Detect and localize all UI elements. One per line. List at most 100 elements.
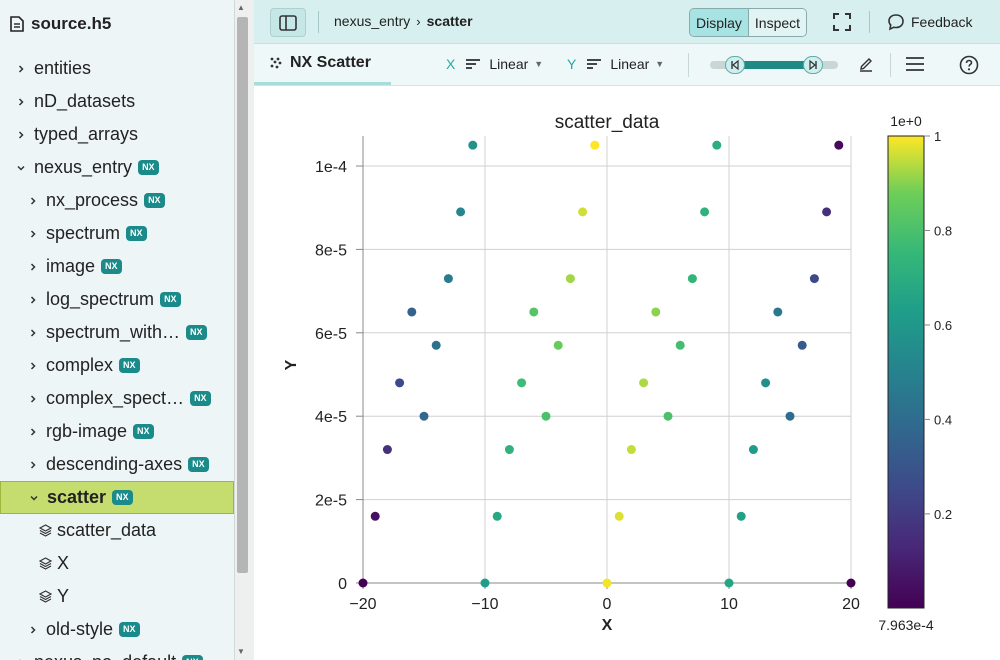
axes: −20 −10 0 10 20 0 2e-5 4e-5 6e-5 8e-5 1e-4 [315,136,860,613]
divider [890,53,891,77]
sidebar-item-complex-spect[interactable]: complex_spect… NX [0,382,234,415]
top-bar: nexus_entry › scatter Display Inspect Fe… [254,0,1000,44]
sidebar-item-log-spectrum[interactable]: log_spectrum NX [0,283,234,316]
scroll-down-icon[interactable]: ▼ [237,647,245,656]
slider-max-handle[interactable] [803,56,823,74]
sidebar-item-nd-datasets[interactable]: nD_datasets [0,85,234,118]
nx-badge: NX [186,325,207,340]
tab-label: NX Scatter [290,54,371,71]
toggle-sidebar-button[interactable] [270,8,306,37]
sort-lines-icon [587,59,602,69]
chart-area[interactable]: −20 −10 0 10 20 0 2e-5 4e-5 6e-5 8e-5 1e-4 scatter… [254,86,1000,660]
edit-button[interactable] [858,56,874,77]
nx-badge: NX [138,160,159,175]
file-title[interactable]: source.h5 [10,14,111,34]
scatter-point [761,378,771,388]
sidebar-item-nexus-no-default[interactable]: nexus_no_default NX [0,646,234,660]
x-tick-label: 0 [603,596,612,613]
skip-forward-icon [809,60,817,70]
colorbar-gradient [887,135,925,609]
sidebar-scrollbar[interactable]: ▲ ▼ [234,0,254,660]
scatter-point [736,511,746,521]
help-icon [959,55,979,75]
x-tick-label: 20 [842,596,860,613]
scatter-points [358,140,856,588]
mode-toggle: Display Inspect [689,8,808,37]
sidebar-item-nexus-entry[interactable]: nexus_entry NX [0,151,234,184]
pencil-icon [860,58,872,72]
sort-lines-icon [466,59,481,69]
scrollbar-thumb[interactable] [237,17,248,573]
scatter-point [541,411,551,421]
y-tick-label: 2e-5 [315,493,347,510]
scatter-point [663,411,673,421]
sidebar-item-scatter[interactable]: scatter NX [0,481,234,514]
domain-range-slider[interactable] [710,56,838,74]
y-tick-label: 8e-5 [315,242,347,259]
breadcrumb-item[interactable]: nexus_entry [334,13,411,29]
dataset-layers-icon [38,524,52,537]
scatter-point [626,445,636,455]
sidebar-item-complex[interactable]: complex NX [0,349,234,382]
nx-badge: NX [126,226,147,241]
feedback-button[interactable]: Feedback [887,13,972,31]
nx-badge: NX [112,490,133,505]
chevron-right-icon [26,229,40,239]
fullscreen-button[interactable] [832,12,852,37]
sidebar-item-rgb-image[interactable]: rgb-image NX [0,415,234,448]
scatter-point [492,511,502,521]
vis-toolbar: NX Scatter X Linear ▼ Y Linear ▼ [254,44,1000,86]
sidebar-item-spectrum-with[interactable]: spectrum_with… NX [0,316,234,349]
menu-button[interactable] [905,56,925,77]
y-axis-label: Y [283,359,300,370]
inspect-mode-button[interactable]: Inspect [747,9,807,36]
scatter-point [590,140,600,150]
sidebar-item-y[interactable]: Y [0,580,234,613]
scroll-up-icon[interactable]: ▲ [237,3,245,12]
colorbar-tick-label: 0.8 [934,223,952,238]
tab-nx-scatter[interactable]: NX Scatter [254,44,391,85]
scatter-point [395,378,405,388]
scatter-point [419,411,429,421]
sidebar-item-spectrum[interactable]: spectrum NX [0,217,234,250]
sidebar-item-label: complex [46,355,114,375]
slider-min-handle[interactable] [725,56,745,74]
nx-badge: NX [133,424,154,439]
display-mode-button[interactable]: Display [690,9,748,36]
scatter-point [517,378,527,388]
colorbar-tick-label: 1 [934,129,941,144]
chevron-right-icon [26,262,40,272]
x-tick-label: −20 [349,596,376,613]
chevron-right-icon [26,328,40,338]
x-scale-select[interactable]: X Linear ▼ [446,56,543,72]
nx-badge: NX [119,358,140,373]
sidebar-item-nx-process[interactable]: nx_process NX [0,184,234,217]
sidebar-item-image[interactable]: image NX [0,250,234,283]
sidebar-item-x[interactable]: X [0,547,234,580]
scatter-point [443,274,453,284]
sidebar: source.h5 entities nD_datasets typed_array… [0,0,234,660]
scatter-point [724,578,734,588]
chevron-right-icon: › [416,13,421,29]
file-icon [10,16,24,32]
x-tick-label: 10 [720,596,738,613]
sidebar-item-typed-arrays[interactable]: typed_arrays [0,118,234,151]
scatter-point [504,445,514,455]
nx-badge: NX [119,622,140,637]
scatter-point [358,578,368,588]
y-scale-select[interactable]: Y Linear ▼ [567,56,664,72]
chevron-right-icon [26,394,40,404]
nx-badge: NX [188,457,209,472]
sidebar-item-scatter-data[interactable]: scatter_data [0,514,234,547]
sidebar-item-old-style[interactable]: old-style NX [0,613,234,646]
sidebar-item-label: nexus_no_default [34,652,176,660]
scatter-point [480,578,490,588]
y-scale-label: Linear [610,56,650,72]
sidebar-item-label: complex_spect… [46,388,185,408]
help-button[interactable] [959,55,979,80]
x-scale-label: Linear [489,56,529,72]
sidebar-item-descending-axes[interactable]: descending-axes NX [0,448,234,481]
scatter-chart[interactable]: −20 −10 0 10 20 0 2e-5 4e-5 6e-5 8e-5 1e-4 scatter… [254,86,1000,660]
sidebar-item-entities[interactable]: entities [0,52,234,85]
scatter-point [639,378,649,388]
